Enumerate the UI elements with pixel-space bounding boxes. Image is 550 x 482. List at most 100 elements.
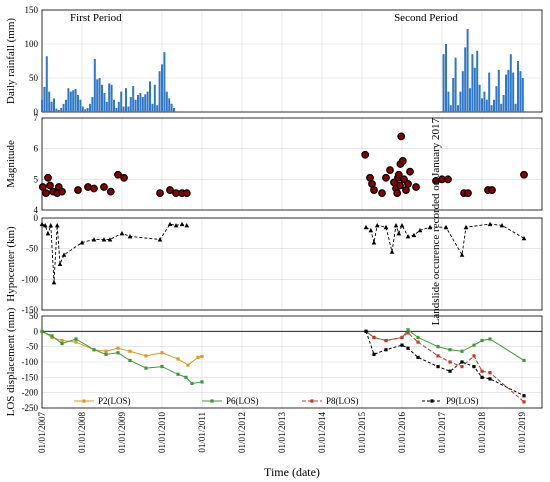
rainfall-bar <box>125 88 127 112</box>
magnitude-point <box>464 189 472 198</box>
x-tick-label: 01/01/2011 <box>197 412 207 453</box>
los-point <box>160 351 164 355</box>
legend-label: P2(LOS) <box>98 396 131 406</box>
legend-swatch-marker <box>310 399 314 403</box>
rainfall-bar <box>478 84 481 112</box>
magnitude-point <box>156 189 164 198</box>
hypocenter-point <box>389 249 395 254</box>
x-tick-label: 01/01/2010 <box>157 412 167 454</box>
hypocenter-point <box>173 222 179 228</box>
los-point <box>372 335 376 340</box>
rainfall-bar <box>43 86 46 112</box>
rainfall-bar <box>153 84 156 112</box>
magnitude-point <box>114 170 122 179</box>
x-tick-label: 01/01/2013 <box>277 412 287 454</box>
los-point <box>480 375 484 379</box>
hypocenter-point <box>396 230 402 236</box>
hypocenter-point <box>51 280 57 285</box>
rainfall-bar <box>110 84 113 112</box>
rainfall-bar <box>454 57 457 112</box>
rainfall-bar <box>158 71 161 112</box>
y-tick-label: 100 <box>25 39 39 49</box>
magnitude-point <box>370 186 378 194</box>
rainfall-bar <box>461 71 464 112</box>
rainfall-bar <box>469 88 471 112</box>
rainfall-bar <box>108 83 111 112</box>
magnitude-point <box>412 183 420 191</box>
rainfall-bar <box>50 101 53 112</box>
magnitude-point <box>38 183 47 191</box>
los-point <box>400 343 404 347</box>
los-point <box>472 354 476 358</box>
rainfall-bar <box>139 92 142 112</box>
hypocenter-point <box>79 240 85 245</box>
y-tick-label: 0 <box>34 213 39 223</box>
magnitude-point <box>406 167 414 176</box>
annotation-first-period: First Period <box>70 12 122 24</box>
legend-label: P8(LOS) <box>326 396 359 406</box>
rainfall-bar <box>96 79 99 112</box>
magnitude-point <box>393 189 402 198</box>
rainfall-bar <box>473 67 476 112</box>
los-line-p9los <box>365 331 525 397</box>
magnitude-point <box>394 170 403 179</box>
hypocenter-point <box>39 221 45 227</box>
rainfall-bar <box>483 91 486 112</box>
hypocenter-point <box>363 224 369 230</box>
hypocenter-point <box>61 252 67 257</box>
hypocenter-point <box>107 237 113 242</box>
los-point <box>144 366 148 370</box>
hypocenter-point <box>393 222 399 228</box>
rainfall-bar <box>98 78 101 112</box>
los-point <box>416 355 420 359</box>
legend-swatch-marker <box>210 399 214 403</box>
hypocenter-point <box>42 222 48 228</box>
y-tick-label: -50 <box>26 342 38 352</box>
legend-label: P6(LOS) <box>226 396 259 406</box>
y-axis-label: LOS displacement (mm) <box>5 307 17 416</box>
rainfall-bar <box>146 91 149 112</box>
los-point <box>460 360 464 364</box>
los-point <box>92 348 96 352</box>
rainfall-bar <box>81 106 84 112</box>
legend-swatch-marker <box>82 399 86 403</box>
hypocenter-point <box>427 224 433 230</box>
x-tick-label: 01/01/2012 <box>237 412 247 453</box>
hypocenter-point <box>45 230 51 236</box>
rainfall-bar <box>466 29 469 112</box>
hypocenter-point <box>521 235 527 241</box>
rainfall-bar <box>115 107 118 112</box>
x-tick-label: 01/01/2019 <box>517 412 527 454</box>
los-point <box>128 349 132 353</box>
y-tick-label: 0 <box>34 326 39 336</box>
rainfall-bar <box>57 109 60 112</box>
los-point <box>364 329 368 333</box>
magnitude-point <box>378 189 386 198</box>
rainfall-bar <box>137 95 139 112</box>
magnitude-point <box>74 186 82 194</box>
y-tick-label: 50 <box>29 311 39 321</box>
x-tick-label: 01/01/2014 <box>317 412 327 454</box>
y-axis-label: Hypocenter (km) <box>5 226 17 302</box>
los-line-p8los <box>365 330 525 403</box>
los-point <box>128 358 132 363</box>
magnitude-point <box>386 166 394 175</box>
los-point <box>186 363 190 367</box>
rainfall-bar <box>79 99 82 112</box>
hypocenter-point <box>463 224 469 230</box>
rainfall-bar <box>103 92 106 112</box>
rainfall-bar <box>521 78 524 112</box>
los-point <box>200 354 204 359</box>
hypocenter-point <box>383 224 389 230</box>
x-tick-label: 01/01/2008 <box>77 412 87 454</box>
rainfall-bar <box>91 97 94 112</box>
rainfall-bar <box>65 99 67 112</box>
magnitude-point <box>100 183 108 191</box>
los-point <box>196 355 200 359</box>
los-point <box>480 369 484 373</box>
magnitude-point <box>90 184 98 193</box>
rainfall-bar <box>514 103 517 112</box>
hypocenter-point <box>411 232 417 238</box>
rainfall-bar <box>457 105 459 112</box>
